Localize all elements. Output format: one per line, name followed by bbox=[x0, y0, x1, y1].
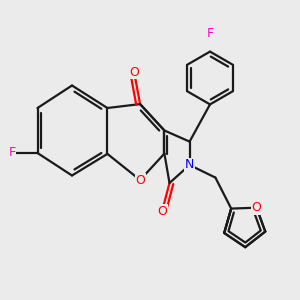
Text: O: O bbox=[157, 205, 167, 218]
Text: F: F bbox=[206, 27, 214, 40]
Text: F: F bbox=[8, 146, 16, 160]
Text: N: N bbox=[185, 158, 194, 172]
Text: O: O bbox=[135, 173, 145, 187]
Text: O: O bbox=[129, 65, 139, 79]
Text: O: O bbox=[252, 201, 262, 214]
